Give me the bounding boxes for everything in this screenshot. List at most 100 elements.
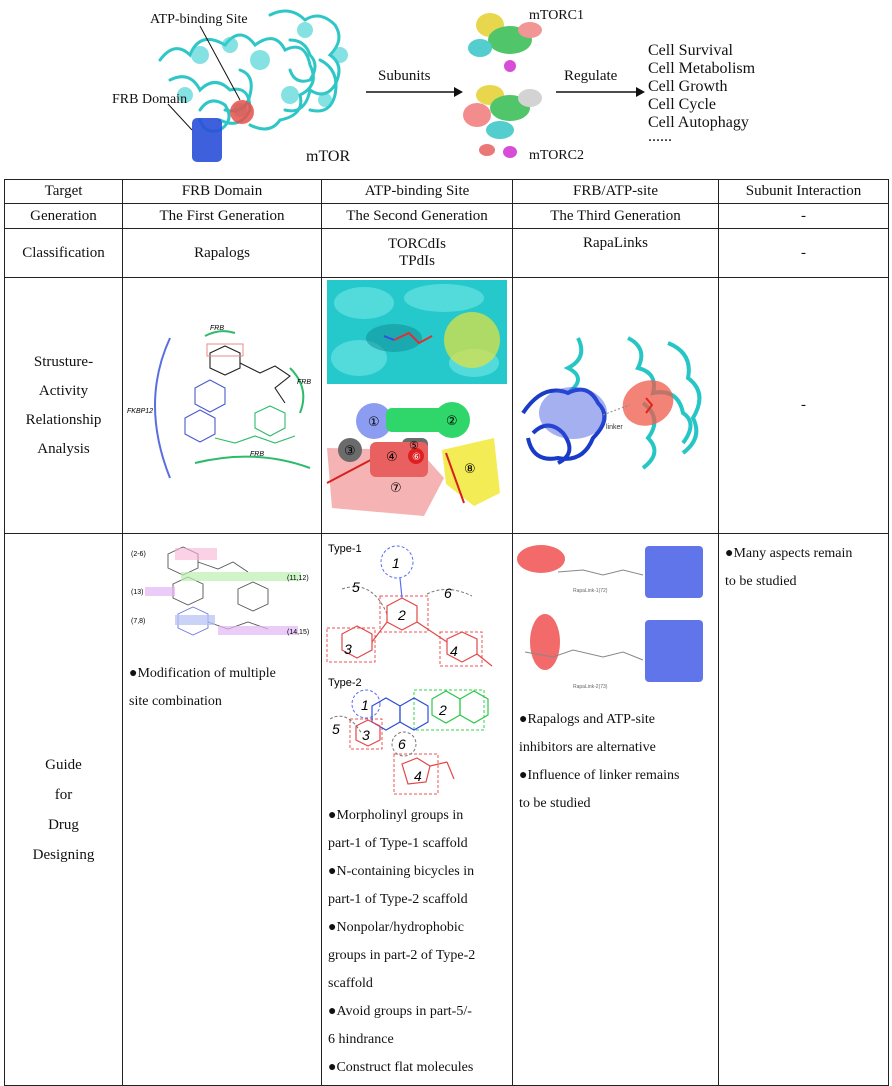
atp-scaffold-diagram: Type-1 1 2 3 4 5 6	[326, 543, 493, 795]
site-7-8: (7,8)	[131, 618, 145, 625]
frb-domain-label: FRB Domain	[112, 92, 188, 107]
subunits-arrow	[366, 87, 463, 97]
class-rapalogs: Rapalogs	[122, 228, 322, 278]
sar-frbatp-cell: linker	[512, 277, 719, 534]
type1-num-1: 1	[392, 555, 400, 571]
outcome-item: Cell Survival	[648, 42, 733, 59]
subunits-label: Subunits	[378, 68, 431, 84]
type2-num-1: 1	[361, 697, 369, 713]
type1-num-3: 3	[344, 641, 352, 657]
frb-top-label: FRB	[210, 325, 224, 332]
type1-label: Type-1	[328, 543, 362, 555]
pocket-1: ①	[368, 414, 380, 429]
rapamycin-modification-sites: (2-6) (13) (7,8) (11,12) (14,15)	[131, 546, 309, 636]
generation-third: The Third Generation	[512, 203, 719, 229]
text-line: part-1 of Type-2 scaffold	[328, 892, 468, 907]
text-line: ●Avoid groups in part-5/-	[328, 1004, 472, 1019]
sar-subunit-cell: -	[718, 277, 889, 534]
classification-row: Classification Rapalogs TORCdIs TPdIs Ra…	[4, 228, 889, 278]
guide-frbatp-cell: RapaLink-1(72) RapaLink-2(73) ●Rapalogs …	[512, 533, 719, 1086]
type2-num-5: 5	[332, 721, 340, 737]
mtor-label: mTOR	[306, 148, 351, 165]
atp-pocket-diagram: ① ② ③ ④ ⑤ ⑥ ⑦ ⑧	[326, 280, 507, 516]
text-line: ●Rapalogs and ATP-site	[519, 712, 656, 727]
class-tpdis: TPdIs	[399, 253, 435, 269]
cell-outcome-list: Cell Survival Cell Metabolism Cell Growt…	[648, 42, 756, 145]
atp-guide-text: ●Morpholinyl groups in part-1 of Type-1 …	[322, 802, 512, 1082]
guide-row: Guide for Drug Designing	[4, 533, 889, 1086]
type2-num-6: 6	[398, 736, 406, 752]
guide-line: Drug	[48, 816, 79, 833]
rapalink-1-label: RapaLink-1(72)	[573, 588, 608, 594]
target-subunit: Subunit Interaction	[718, 179, 889, 204]
rapalink-binding-diagram: linker	[517, 333, 714, 473]
pocket-4: ④	[386, 449, 398, 464]
pocket-2: ②	[446, 413, 458, 428]
guide-line: Guide	[45, 756, 82, 773]
mtorc1-label: mTORC1	[529, 8, 584, 23]
text-line: to be studied	[519, 796, 591, 811]
type1-num-5: 5	[352, 579, 360, 595]
guide-subunit-cell: ●Many aspects remain to be studied	[718, 533, 889, 1086]
text-line: ●Nonpolar/hydrophobic	[328, 920, 464, 935]
generation-first: The First Generation	[122, 203, 322, 229]
target-atp: ATP-binding Site	[321, 179, 513, 204]
frb-guide-text: ●Modification of multiple site combinati…	[123, 660, 321, 716]
site-13: (13)	[131, 589, 143, 596]
text-line: part-1 of Type-1 scaffold	[328, 836, 468, 851]
class-rapalinks: RapaLinks	[512, 228, 719, 278]
text-line: inhibitors are alternative	[519, 740, 656, 755]
type1-num-4: 4	[450, 643, 458, 659]
guide-frb-cell: (2-6) (13) (7,8) (11,12) (14,15) ●Modifi…	[122, 533, 322, 1086]
mtorc2-label: mTORC2	[529, 148, 584, 163]
target-row: Target FRB Domain ATP-binding Site FRB/A…	[4, 179, 889, 204]
outcome-item: ......	[648, 128, 672, 145]
text-line: ●Influence of linker remains	[519, 768, 680, 783]
target-frbatp: FRB/ATP-site	[512, 179, 719, 204]
text-line: groups in part-2 of Type-2	[328, 948, 476, 963]
row-header-sar: Strusture- Activity Relationship Analysi…	[4, 277, 123, 534]
mtorc-complexes-image	[463, 13, 542, 158]
atp-binding-site-label: ATP-binding Site	[150, 12, 248, 27]
type2-num-3: 3	[362, 727, 370, 743]
target-frb: FRB Domain	[122, 179, 322, 204]
rapamycin-binding-diagram: FRB FKBP12 FRB FRB	[127, 325, 311, 479]
frbatp-guide-text: ●Rapalogs and ATP-site inhibitors are al…	[513, 706, 718, 818]
generation-subunit: -	[718, 203, 889, 229]
inhibitor-summary-table: Target FRB Domain ATP-binding Site FRB/A…	[4, 179, 889, 1086]
type1-num-6: 6	[444, 585, 452, 601]
regulate-arrow	[556, 87, 645, 97]
site-2-6: (2-6)	[131, 551, 146, 558]
sar-row: Strusture- Activity Relationship Analysi…	[4, 277, 889, 534]
frb-bottom-label: FRB	[250, 451, 264, 458]
frb-domain-marker	[192, 118, 222, 162]
row-header-classification: Classification	[4, 228, 123, 278]
subunit-guide-text: ●Many aspects remain to be studied	[719, 540, 888, 596]
guide-line: Designing	[32, 846, 95, 863]
text-line: 6 hindrance	[328, 1032, 394, 1047]
text-line: ●Modification of multiple	[129, 666, 276, 681]
pocket-6: ⑥	[412, 452, 421, 463]
fkbp12-label: FKBP12	[127, 408, 153, 415]
frb-right-label: FRB	[297, 379, 311, 386]
mtor-schematic: ATP-binding Site FRB Domain mTOR Subunit…	[0, 0, 892, 178]
text-line: ●Many aspects remain	[725, 546, 853, 561]
outcome-item: Cell Autophagy	[648, 114, 749, 131]
text-line: ●Morpholinyl groups in	[328, 808, 464, 823]
text-line: scaffold	[328, 976, 373, 991]
site-14-15: (14,15)	[287, 629, 309, 636]
outcome-item: Cell Growth	[648, 78, 728, 95]
type2-num-2: 2	[438, 702, 447, 718]
text-line: ●N-containing bicycles in	[328, 864, 475, 879]
class-torcdis: TORCdIs	[387, 236, 447, 252]
outcome-item: Cell Metabolism	[648, 60, 756, 77]
pocket-5: ⑤	[409, 440, 419, 452]
type1-num-2: 2	[397, 607, 406, 623]
outcome-item: Cell Cycle	[648, 96, 716, 113]
row-header-generation: Generation	[4, 203, 123, 229]
rapalink-structures: RapaLink-1(72) RapaLink-2(73)	[517, 545, 703, 690]
row-header-guide: Guide for Drug Designing	[4, 533, 123, 1086]
sar-line: Analysis	[37, 440, 90, 457]
linker-label: linker	[606, 424, 623, 431]
class-atp: TORCdIs TPdIs	[321, 228, 513, 278]
